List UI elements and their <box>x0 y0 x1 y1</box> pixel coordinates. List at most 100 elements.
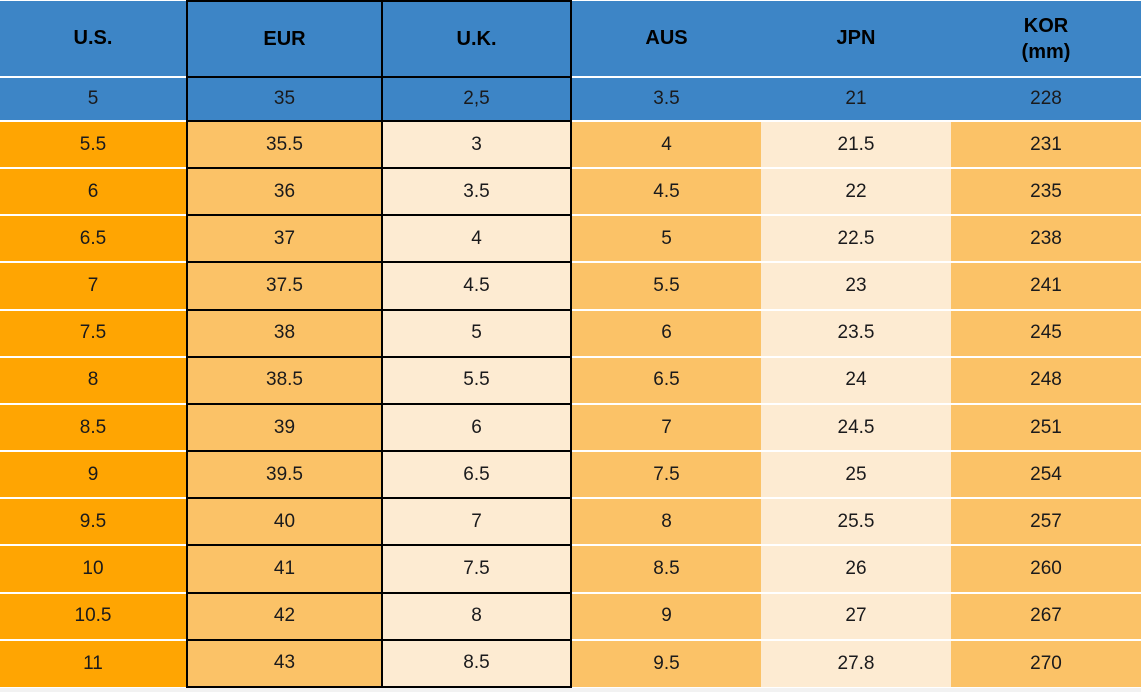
table-row: 9 39.5 6.5 7.5 25 254 <box>0 450 1141 500</box>
table-cell: 3.5 <box>571 76 761 121</box>
table-cell: 21 <box>761 76 951 121</box>
table-row: 10.5 42 8 9 27 267 <box>0 591 1141 641</box>
table-cell: 4.5 <box>571 167 761 216</box>
table-row: 10 41 7.5 8.5 26 260 <box>0 544 1141 594</box>
table-cell: 4 <box>381 214 572 264</box>
table-cell: 26 <box>761 544 951 593</box>
table-row: 6 36 3.5 4.5 22 235 <box>0 167 1141 217</box>
col-header-aus: AUS <box>571 1 761 77</box>
table-cell: 4 <box>571 119 761 169</box>
table-cell: 8.5 <box>0 402 187 452</box>
table-cell: 5 <box>381 308 572 358</box>
table-cell: 23.5 <box>761 308 951 357</box>
table-cell: 8 <box>571 497 761 546</box>
col-header-eur: EUR <box>186 0 383 78</box>
table-cell: 228 <box>951 76 1141 121</box>
table-cell: 9.5 <box>0 497 187 546</box>
table-row: 6.5 37 4 5 22.5 238 <box>0 214 1141 264</box>
table-cell: 267 <box>951 591 1141 640</box>
table-cell: 40 <box>186 497 383 547</box>
table-cell: 7 <box>0 261 187 310</box>
table-cell: 248 <box>951 355 1141 404</box>
table-cell: 22 <box>761 167 951 216</box>
table-cell: 8.5 <box>571 544 761 593</box>
table-cell: 231 <box>951 119 1141 169</box>
table-cell: 25.5 <box>761 497 951 546</box>
table-cell: 43 <box>186 638 383 689</box>
table-cell: 245 <box>951 308 1141 357</box>
col-header-us: U.S. <box>0 1 187 77</box>
table-cell: 7 <box>381 497 572 547</box>
table-cell: 27.8 <box>761 638 951 687</box>
bottom-margin-strip <box>0 688 1141 692</box>
table-row: 11 43 8.5 9.5 27.8 270 <box>0 638 1141 689</box>
table-cell: 24.5 <box>761 402 951 452</box>
col-header-kor-unit: (mm) <box>1021 40 1071 63</box>
table-cell: 235 <box>951 167 1141 216</box>
table-cell: 7.5 <box>571 450 761 499</box>
table-cell: 251 <box>951 402 1141 452</box>
table-cell: 22.5 <box>761 214 951 263</box>
table-cell: 270 <box>951 638 1141 687</box>
table-cell: 6 <box>0 167 187 216</box>
col-header-jpn: JPN <box>761 1 951 77</box>
table-cell: 11 <box>0 638 187 687</box>
table-header: U.S. EUR U.K. AUS JPN KOR (mm) <box>0 0 1141 78</box>
table-cell: 8.5 <box>381 638 572 689</box>
table-cell: 8 <box>381 591 572 641</box>
table-cell: 41 <box>186 544 383 594</box>
header-row: U.S. EUR U.K. AUS JPN KOR (mm) <box>0 0 1141 78</box>
table-cell: 24 <box>761 355 951 404</box>
table-cell: 39.5 <box>186 450 383 500</box>
table-cell: 38.5 <box>186 355 383 405</box>
table-cell: 3 <box>381 119 572 170</box>
table-cell: 7 <box>571 402 761 452</box>
table-cell: 254 <box>951 450 1141 499</box>
table-cell: 4.5 <box>381 261 572 311</box>
table-cell: 2,5 <box>381 76 572 122</box>
table-cell: 7.5 <box>381 544 572 594</box>
table-cell: 6 <box>381 402 572 453</box>
table-row-highlight-blue: 5 35 2,5 3.5 21 228 <box>0 76 1141 122</box>
table-cell: 5.5 <box>381 355 572 405</box>
table-cell: 5 <box>571 214 761 263</box>
col-header-kor: KOR (mm) <box>951 1 1141 77</box>
table-row: 9.5 40 7 8 25.5 257 <box>0 497 1141 547</box>
table-row: 7.5 38 5 6 23.5 245 <box>0 308 1141 358</box>
table-cell: 39 <box>186 402 383 453</box>
table-cell: 9 <box>0 450 187 499</box>
table-cell: 241 <box>951 261 1141 310</box>
table-cell: 42 <box>186 591 383 641</box>
table-cell: 6.5 <box>571 355 761 404</box>
table-cell: 38 <box>186 308 383 358</box>
table-row: 5.5 35.5 3 4 21.5 231 <box>0 119 1141 170</box>
table-cell: 25 <box>761 450 951 499</box>
table-body: 5 35 2,5 3.5 21 228 5.5 35.5 3 4 21.5 231 6 36 3.5 4.5 2… <box>0 76 1141 689</box>
table-cell: 5 <box>0 76 187 121</box>
table-cell: 257 <box>951 497 1141 546</box>
table-cell: 27 <box>761 591 951 640</box>
table-cell: 35 <box>186 76 383 122</box>
table-cell: 10 <box>0 544 187 593</box>
table-cell: 21.5 <box>761 119 951 169</box>
table-cell: 5.5 <box>571 261 761 310</box>
table-cell: 3.5 <box>381 167 572 217</box>
col-header-uk: U.K. <box>381 0 572 78</box>
table-row: 8.5 39 6 7 24.5 251 <box>0 402 1141 453</box>
table-cell: 10.5 <box>0 591 187 640</box>
table-row: 8 38.5 5.5 6.5 24 248 <box>0 355 1141 405</box>
table-cell: 5.5 <box>0 119 187 169</box>
table-cell: 6.5 <box>0 214 187 263</box>
table-cell: 35.5 <box>186 119 383 170</box>
col-header-kor-label: KOR <box>1023 14 1069 37</box>
table-row: 7 37.5 4.5 5.5 23 241 <box>0 261 1141 311</box>
table-cell: 23 <box>761 261 951 310</box>
table-cell: 6.5 <box>381 450 572 500</box>
table-cell: 37 <box>186 214 383 264</box>
table-cell: 37.5 <box>186 261 383 311</box>
table-cell: 9 <box>571 591 761 640</box>
table-cell: 8 <box>0 355 187 404</box>
table-cell: 260 <box>951 544 1141 593</box>
table-cell: 6 <box>571 308 761 357</box>
